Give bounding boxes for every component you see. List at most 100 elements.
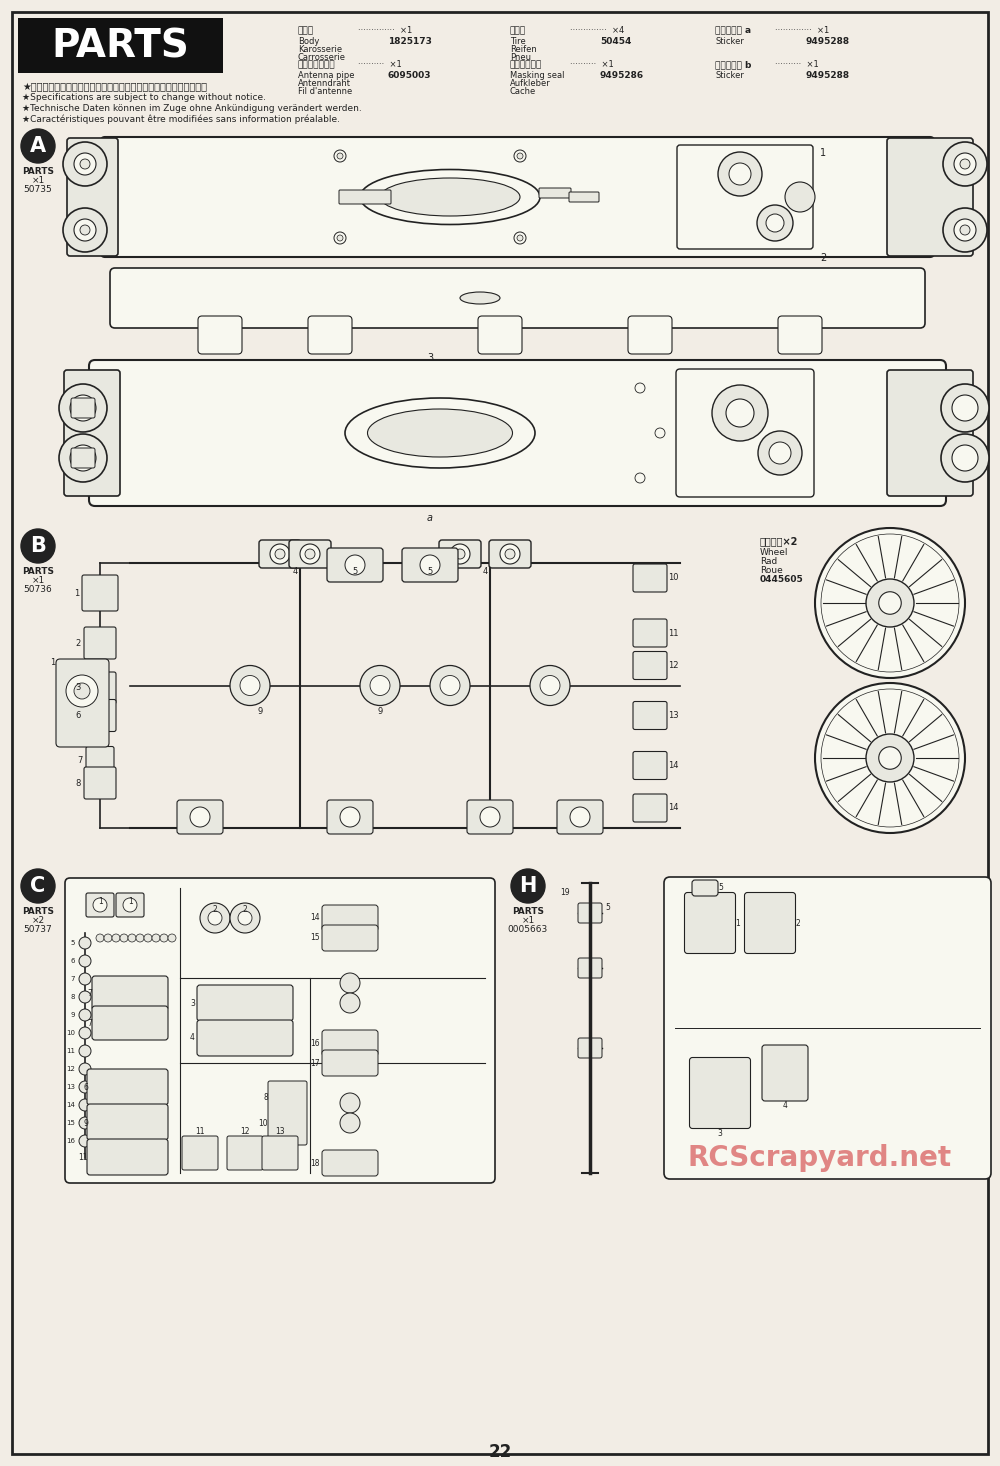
Circle shape xyxy=(74,218,96,240)
Text: 15: 15 xyxy=(310,934,320,943)
Text: Pneu: Pneu xyxy=(510,53,531,62)
Text: 3: 3 xyxy=(190,998,195,1007)
Circle shape xyxy=(79,954,91,968)
Text: 3: 3 xyxy=(718,1129,722,1138)
Text: 6: 6 xyxy=(70,957,75,965)
Text: ホイール×2: ホイール×2 xyxy=(760,537,798,545)
FancyBboxPatch shape xyxy=(402,548,458,582)
FancyBboxPatch shape xyxy=(197,985,293,1020)
Ellipse shape xyxy=(345,397,535,468)
FancyBboxPatch shape xyxy=(633,619,667,647)
Circle shape xyxy=(766,214,784,232)
Circle shape xyxy=(954,152,976,174)
FancyBboxPatch shape xyxy=(87,1139,168,1176)
Text: ×1: ×1 xyxy=(31,576,45,585)
FancyBboxPatch shape xyxy=(633,564,667,592)
Text: Rad: Rad xyxy=(760,557,777,566)
Circle shape xyxy=(757,205,793,240)
Text: Fil d'antenne: Fil d'antenne xyxy=(298,86,352,95)
Circle shape xyxy=(21,129,55,163)
FancyBboxPatch shape xyxy=(82,575,118,611)
Circle shape xyxy=(430,666,470,705)
Text: 8: 8 xyxy=(76,778,81,787)
FancyBboxPatch shape xyxy=(569,192,599,202)
Text: 13: 13 xyxy=(275,1127,285,1136)
Text: 1: 1 xyxy=(820,148,826,158)
Text: Wheel: Wheel xyxy=(760,548,788,557)
Text: 4: 4 xyxy=(783,1101,787,1110)
Circle shape xyxy=(240,676,260,695)
Text: Sticker: Sticker xyxy=(715,37,744,45)
Text: Roue: Roue xyxy=(760,566,783,575)
Circle shape xyxy=(190,806,210,827)
Circle shape xyxy=(300,544,320,564)
Text: ··········  ×1: ·········· ×1 xyxy=(358,60,402,69)
FancyBboxPatch shape xyxy=(628,317,672,353)
Text: 7: 7 xyxy=(87,1019,92,1028)
Text: 12: 12 xyxy=(668,661,678,670)
FancyBboxPatch shape xyxy=(327,548,383,582)
Circle shape xyxy=(79,1135,91,1146)
Text: A: A xyxy=(30,136,46,155)
Circle shape xyxy=(79,1117,91,1129)
Circle shape xyxy=(530,666,570,705)
FancyBboxPatch shape xyxy=(89,361,946,506)
Text: 5: 5 xyxy=(605,903,610,912)
Circle shape xyxy=(440,676,460,695)
Circle shape xyxy=(305,548,315,559)
Circle shape xyxy=(70,446,96,471)
Circle shape xyxy=(238,910,252,925)
Text: PARTS: PARTS xyxy=(51,28,189,66)
Text: 9495288: 9495288 xyxy=(805,37,849,45)
Text: 14: 14 xyxy=(66,1102,75,1108)
FancyBboxPatch shape xyxy=(633,702,667,730)
Circle shape xyxy=(70,394,96,421)
Circle shape xyxy=(960,158,970,169)
Circle shape xyxy=(360,666,400,705)
Circle shape xyxy=(340,992,360,1013)
Text: 16: 16 xyxy=(310,1038,320,1048)
Circle shape xyxy=(79,1045,91,1057)
FancyBboxPatch shape xyxy=(744,893,796,953)
Text: 13: 13 xyxy=(66,1083,75,1091)
Text: 2: 2 xyxy=(76,639,81,648)
FancyBboxPatch shape xyxy=(177,800,223,834)
Circle shape xyxy=(334,150,346,163)
Circle shape xyxy=(230,666,270,705)
Circle shape xyxy=(63,208,107,252)
Circle shape xyxy=(952,394,978,421)
Text: ★Specifications are subject to change without notice.: ★Specifications are subject to change wi… xyxy=(22,92,266,103)
Circle shape xyxy=(517,235,523,240)
Text: PARTS: PARTS xyxy=(512,907,544,916)
FancyBboxPatch shape xyxy=(86,746,114,774)
Text: Masking seal: Masking seal xyxy=(510,70,564,81)
Circle shape xyxy=(208,910,222,925)
Text: 18: 18 xyxy=(310,1158,320,1167)
Text: 1: 1 xyxy=(736,919,740,928)
FancyBboxPatch shape xyxy=(762,1045,808,1101)
FancyBboxPatch shape xyxy=(633,795,667,822)
Text: ステッカー b: ステッカー b xyxy=(715,60,751,69)
Circle shape xyxy=(79,937,91,949)
Circle shape xyxy=(517,152,523,158)
Circle shape xyxy=(514,150,526,163)
FancyBboxPatch shape xyxy=(84,699,116,732)
Ellipse shape xyxy=(368,409,512,457)
Text: RCScrapyard.net: RCScrapyard.net xyxy=(688,1143,952,1171)
FancyBboxPatch shape xyxy=(92,976,168,1010)
Text: 7: 7 xyxy=(70,976,75,982)
Text: 8: 8 xyxy=(70,994,75,1000)
Text: ステッカー a: ステッカー a xyxy=(715,26,751,35)
Circle shape xyxy=(160,934,168,943)
Text: Carrosserie: Carrosserie xyxy=(298,53,346,62)
FancyBboxPatch shape xyxy=(227,1136,263,1170)
Text: 6095003: 6095003 xyxy=(388,70,432,81)
FancyBboxPatch shape xyxy=(64,369,120,496)
Text: 4: 4 xyxy=(482,567,488,576)
Text: ボディ: ボディ xyxy=(298,26,314,35)
Circle shape xyxy=(785,182,815,213)
Text: タイヤ: タイヤ xyxy=(510,26,526,35)
FancyBboxPatch shape xyxy=(578,903,602,924)
FancyBboxPatch shape xyxy=(262,1136,298,1170)
FancyBboxPatch shape xyxy=(578,957,602,978)
